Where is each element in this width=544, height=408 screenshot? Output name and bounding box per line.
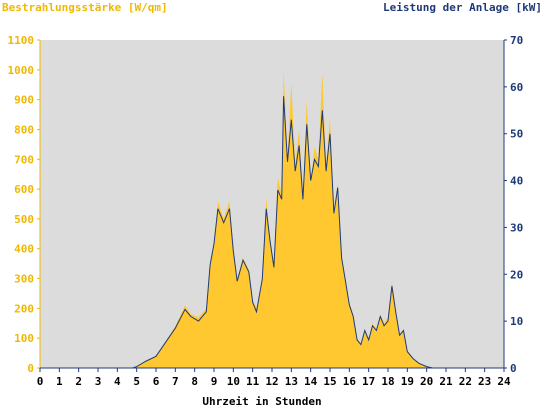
x-tick-label: 4	[114, 375, 121, 388]
x-tick-label: 7	[172, 375, 179, 388]
x-tick-label: 12	[265, 375, 278, 388]
x-tick-label: 10	[227, 375, 240, 388]
x-axis-label: Uhrzeit in Stunden	[202, 395, 321, 408]
left-axis-ticks: 0 100 200 300 400 500 600 700 800 900 1000 1100	[8, 34, 40, 375]
x-tick-label: 24	[497, 375, 511, 388]
x-tick-label: 16	[343, 375, 357, 388]
left-tick-label: 200	[14, 302, 34, 315]
x-tick-label: 20	[420, 375, 433, 388]
x-tick-label: 18	[381, 375, 394, 388]
x-tick-label: 22	[459, 375, 472, 388]
left-tick-label: 1000	[8, 64, 35, 77]
x-tick-label: 5	[133, 375, 140, 388]
x-tick-label: 6	[153, 375, 160, 388]
left-axis-title: Bestrahlungsstärke [W/qm]	[2, 1, 168, 14]
right-axis-title: Leistung der Anlage [kW]	[383, 1, 542, 14]
irradiance-area-series	[40, 69, 504, 369]
x-tick-label: 1	[56, 375, 63, 388]
power-line-series	[40, 96, 504, 369]
left-tick-label: 300	[14, 273, 34, 286]
right-tick-label: 10	[510, 315, 523, 328]
left-tick-label: 0	[27, 362, 34, 375]
x-tick-label: 14	[304, 375, 318, 388]
x-tick-label: 8	[191, 375, 198, 388]
x-tick-label: 3	[95, 375, 102, 388]
right-tick-label: 30	[510, 221, 523, 234]
x-tick-label: 2	[75, 375, 82, 388]
right-tick-label: 60	[510, 81, 523, 94]
left-tick-label: 600	[14, 183, 34, 196]
left-tick-label: 500	[14, 213, 34, 226]
x-tick-label: 21	[439, 375, 453, 388]
x-tick-label: 23	[478, 375, 491, 388]
left-tick-label: 800	[14, 123, 34, 136]
x-axis-ticks: 0 1 2 3 4 5 6 7 8 9 10 11 12 13 14 15 16 17 18 19 20 21 22 23 24	[37, 368, 511, 388]
right-tick-label: 40	[510, 175, 523, 188]
x-tick-label: 17	[362, 375, 375, 388]
right-tick-label: 70	[510, 34, 523, 47]
x-tick-label: 0	[37, 375, 44, 388]
right-tick-label: 50	[510, 128, 523, 141]
x-tick-label: 11	[246, 375, 260, 388]
x-tick-label: 13	[285, 375, 298, 388]
left-tick-label: 1100	[8, 34, 35, 47]
left-tick-label: 100	[14, 332, 34, 345]
x-tick-label: 15	[323, 375, 336, 388]
right-tick-label: 0	[510, 362, 517, 375]
left-tick-label: 700	[14, 153, 34, 166]
left-tick-label: 400	[14, 243, 34, 256]
left-tick-label: 900	[14, 94, 34, 107]
x-tick-label: 9	[211, 375, 218, 388]
x-tick-label: 19	[401, 375, 414, 388]
right-axis-ticks: 0 10 20 30 40 50 60 70	[504, 34, 523, 375]
right-tick-label: 20	[510, 268, 523, 281]
